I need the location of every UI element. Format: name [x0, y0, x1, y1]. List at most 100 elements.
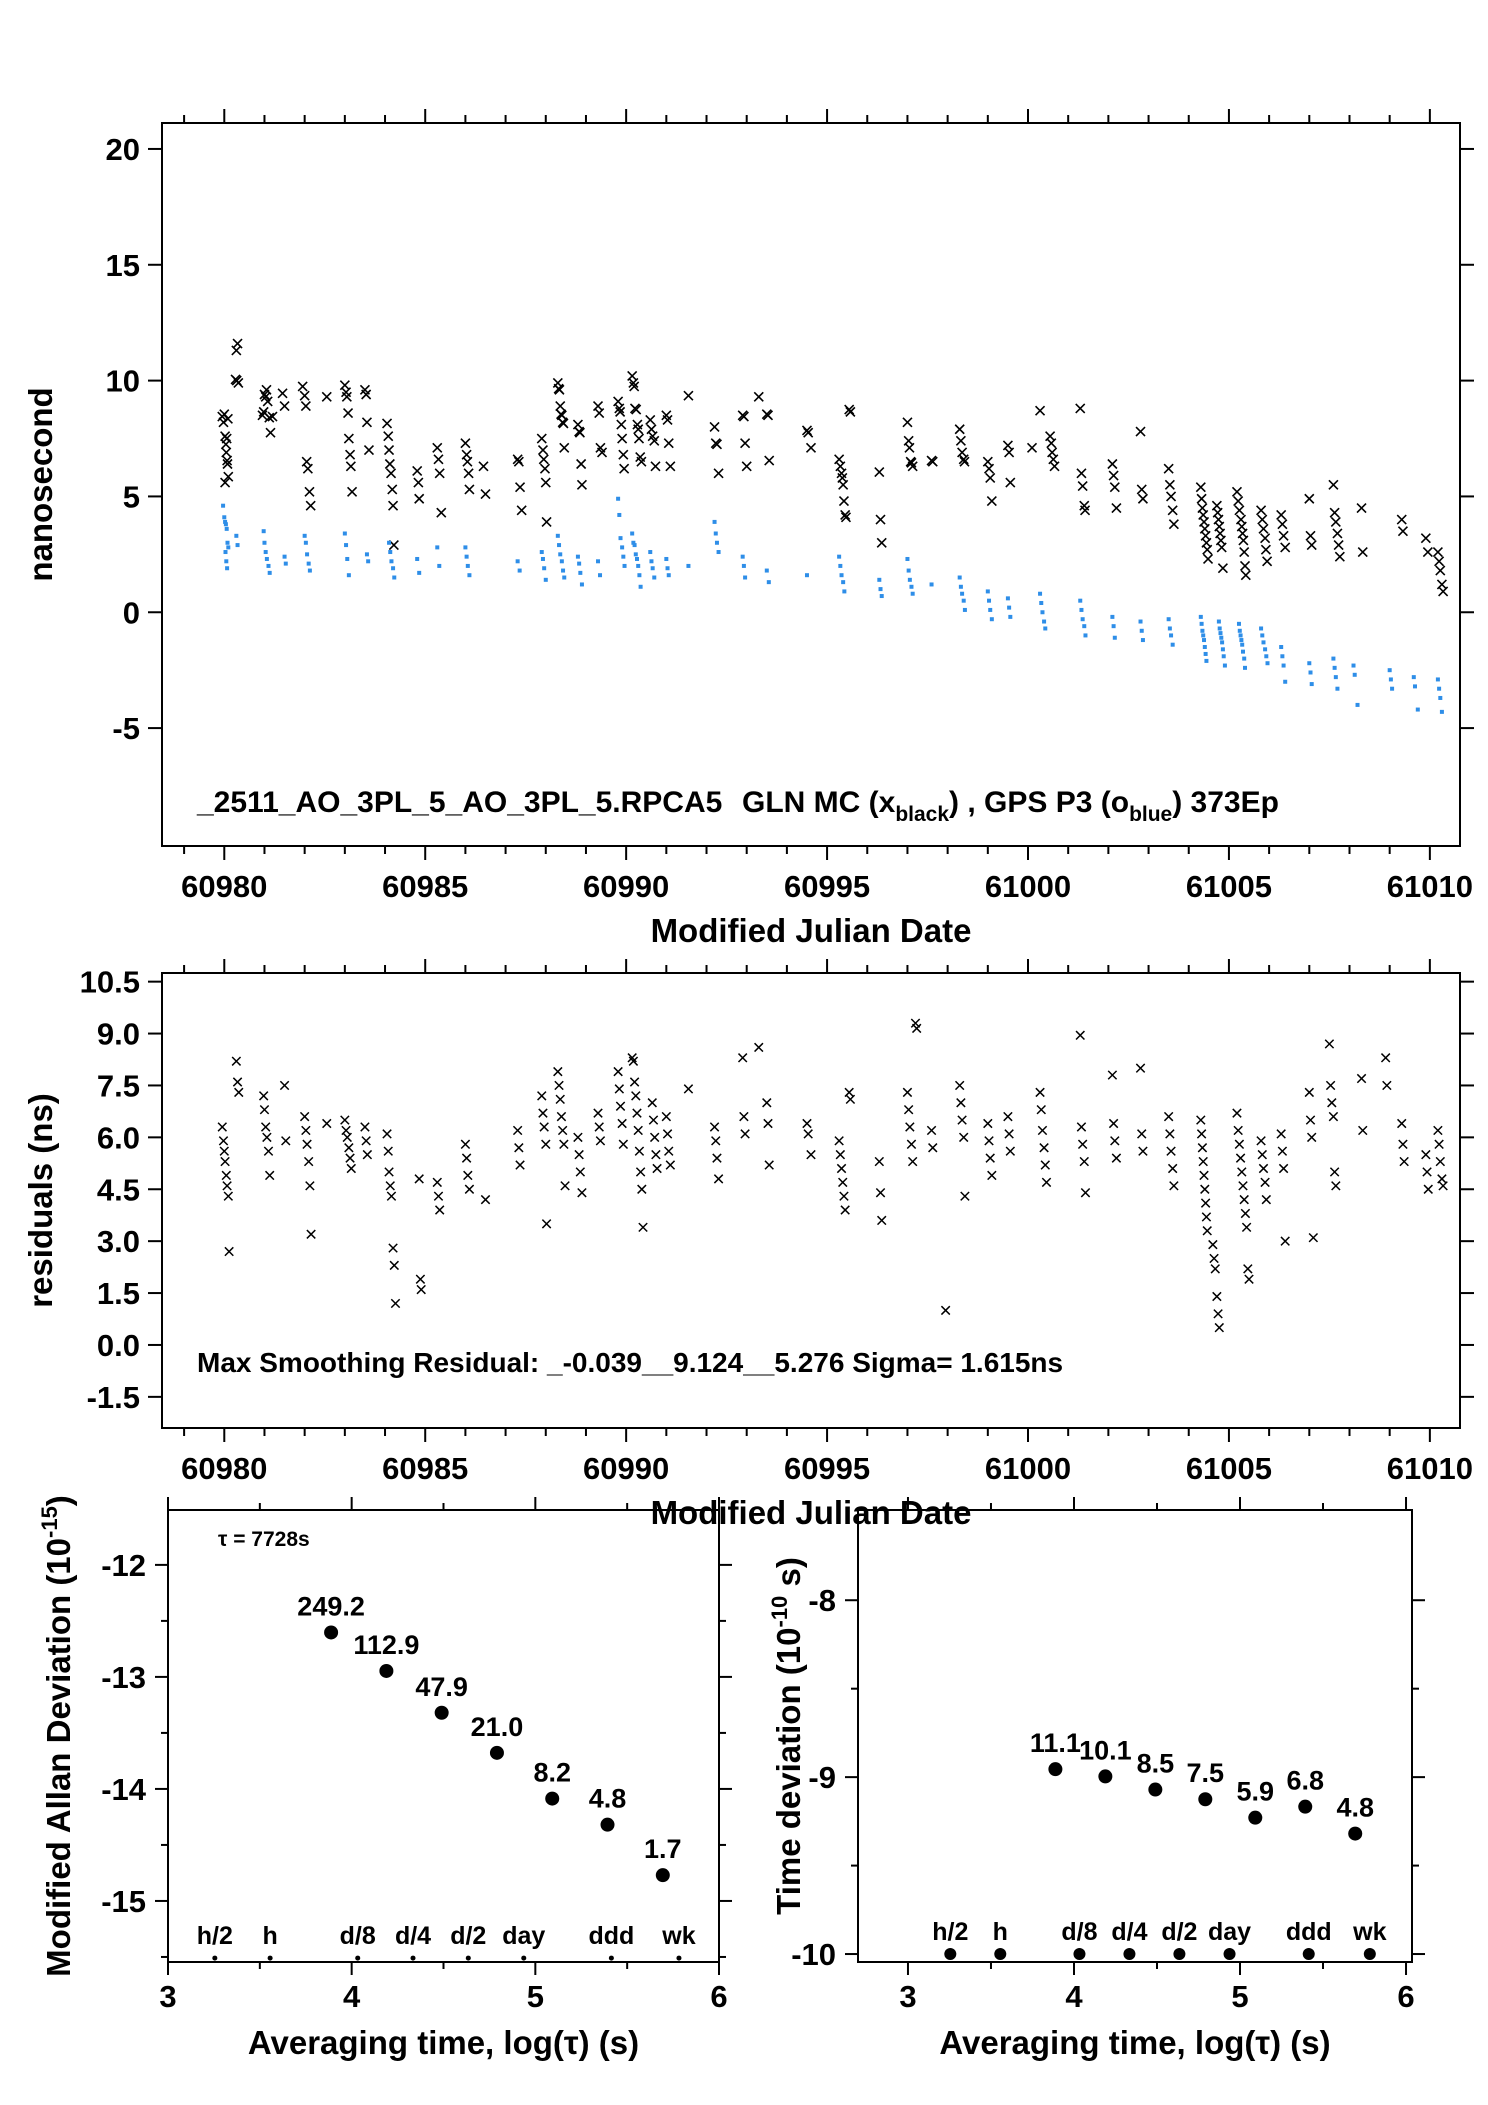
- mdev-y-tick-label: -15: [101, 1884, 146, 1919]
- middle-y-tick-label: 7.5: [97, 1068, 140, 1103]
- top-x-axis-title: Modified Julian Date: [651, 912, 972, 949]
- middle-y-tick-label: 1.5: [97, 1276, 140, 1311]
- middle-x-tick-label: 60995: [784, 1451, 870, 1486]
- time-marker-label: h: [993, 1918, 1008, 1946]
- tdev-x-axis-title: Averaging time, log(τ) (s): [939, 2024, 1330, 2061]
- time-marker-label: wk: [661, 1922, 695, 1950]
- tdev-x-tick-label: 6: [1397, 1979, 1414, 2014]
- top-x-tick-label: 61005: [1186, 869, 1272, 904]
- top-y-tick-label: -5: [112, 711, 140, 746]
- time-marker-dot: [994, 1948, 1007, 1961]
- middle-y-tick-label: -1.5: [87, 1380, 140, 1415]
- top-x-tick-label: 60980: [181, 869, 267, 904]
- time-marker-dot: [410, 1955, 416, 1961]
- mdev-data-point: [434, 1705, 449, 1720]
- top-y-tick-label: 5: [123, 479, 140, 514]
- mdev-plot-frame: [167, 1509, 720, 1963]
- max-smoothing-residual-annotation: Max Smoothing Residual: _-0.039__9.124__…: [197, 1347, 1063, 1378]
- mdev-x-axis-title: Averaging time, log(τ) (s): [248, 2024, 639, 2061]
- mdev-y-tick-label: -14: [101, 1772, 147, 1807]
- top-x-tick-label: 60990: [583, 869, 669, 904]
- mdev-time-markers: h/2 h d/8 d/4 d/2 day ddd wk: [197, 1922, 696, 1961]
- time-marker-dot: [1073, 1948, 1086, 1961]
- time-marker-label: day: [502, 1922, 545, 1950]
- tau-annotation: τ = 7728s: [218, 1528, 310, 1551]
- middle-y-tick-label: 10.5: [80, 965, 140, 1000]
- mdev-data-point: [379, 1663, 394, 1678]
- time-marker-dot: [355, 1955, 361, 1961]
- mdev-data-point-label: 249.2: [297, 1591, 365, 1621]
- tdev-data-point: [1248, 1810, 1263, 1825]
- mdev-y-tick-label: -12: [101, 1548, 146, 1583]
- time-marker-dot: [944, 1948, 957, 1961]
- middle-x-tick-label: 60990: [583, 1451, 669, 1486]
- mdev-data-point: [655, 1868, 670, 1883]
- time-marker-dot: [1363, 1948, 1376, 1961]
- time-marker-dot: [1173, 1948, 1186, 1961]
- middle-y-tick-label: 0.0: [97, 1328, 140, 1363]
- time-marker-dot: [212, 1955, 218, 1961]
- top-x-tick-label: 60985: [382, 869, 468, 904]
- tdev-x-tick-label: 5: [1231, 1979, 1248, 2014]
- mdev-x-tick-label: 6: [710, 1979, 727, 2014]
- middle-x-tick-label: 61005: [1186, 1451, 1272, 1486]
- top-chart: 60980 60985 60990 60995 61000 61005 61010 -5 0 5 1…: [22, 109, 1474, 949]
- middle-series-residuals: [217, 1018, 1448, 1333]
- mdev-data-point: [545, 1791, 560, 1806]
- mdev-data-point-label: 21.0: [471, 1712, 524, 1742]
- time-marker-label: d/2: [1161, 1918, 1197, 1946]
- top-x-tick-label: 60995: [784, 869, 870, 904]
- mdev-y-axis-title: Modified Allan Deviation (10-15): [37, 1495, 77, 1977]
- time-marker-label: d/8: [1061, 1918, 1097, 1946]
- mdev-data-point-label: 47.9: [415, 1672, 468, 1702]
- tdev-plot-frame: [857, 1509, 1413, 1963]
- mdev-data-point: [600, 1817, 615, 1832]
- tdev-chart: 3 4 5 6 -10 -9 -8 Averaging time, log(τ) (s) Tim…: [767, 1497, 1425, 2061]
- time-marker-dot: [1302, 1948, 1315, 1961]
- file-legend-label: _2511_AO_3PL_5_AO_3PL_5.RPCA5: [196, 786, 722, 819]
- tdev-data-point-label: 6.8: [1286, 1766, 1324, 1796]
- time-marker-label: day: [1208, 1918, 1251, 1946]
- middle-x-tick-label: 60985: [382, 1451, 468, 1486]
- time-marker-dot: [521, 1955, 527, 1961]
- middle-chart: 60980 60985 60990 60995 61000 61005 61010 -1.5 0…: [22, 959, 1474, 1531]
- top-y-tick-label: 20: [106, 132, 140, 167]
- tdev-y-axis-title: Time deviation (10-10 s): [767, 1557, 807, 1915]
- middle-x-axis-title: Modified Julian Date: [651, 1494, 972, 1531]
- tdev-y-tick-label: -9: [808, 1760, 836, 1795]
- mdev-data-point: [324, 1625, 339, 1640]
- middle-x-tick-label: 61010: [1387, 1451, 1473, 1486]
- tdev-y-tick-label: -10: [791, 1937, 836, 1972]
- mdev-data-point-label: 4.8: [589, 1784, 627, 1814]
- tdev-data-point-label: 7.5: [1187, 1758, 1225, 1788]
- time-marker-dot: [1123, 1948, 1136, 1961]
- time-marker-label: d/8: [340, 1922, 376, 1950]
- middle-y-tick-label: 9.0: [97, 1017, 140, 1052]
- time-marker-dot: [608, 1955, 614, 1961]
- time-marker-label: ddd: [588, 1922, 634, 1950]
- time-marker-dot: [465, 1955, 471, 1961]
- middle-x-tick-label: 60980: [181, 1451, 267, 1486]
- tdev-data-point: [1148, 1782, 1163, 1797]
- top-x-tick-label: 61010: [1387, 869, 1473, 904]
- top-y-tick-label: 0: [123, 595, 140, 630]
- tdev-data-point: [1348, 1826, 1363, 1841]
- top-series-gps-p3: [221, 496, 1444, 714]
- time-marker-label: h/2: [197, 1922, 233, 1950]
- top-x-tick-label: 61000: [985, 869, 1071, 904]
- middle-y-tick-label: 6.0: [97, 1120, 140, 1155]
- top-series-gln-mc: [217, 338, 1449, 597]
- tdev-data-point-label: 10.1: [1079, 1735, 1132, 1765]
- tdev-data-point-label: 8.5: [1137, 1749, 1175, 1779]
- tdev-data-point: [1298, 1799, 1313, 1814]
- top-y-tick-label: 10: [106, 364, 140, 399]
- mdev-data-point-label: 1.7: [644, 1834, 682, 1864]
- tdev-y-tick-label: -8: [808, 1583, 836, 1618]
- time-marker-label: d/4: [1111, 1918, 1147, 1946]
- mdev-x-tick-label: 3: [159, 1979, 176, 2014]
- tdev-data-point-label: 5.9: [1237, 1777, 1275, 1807]
- middle-plot-frame: [161, 972, 1461, 1429]
- time-marker-label: h: [262, 1922, 277, 1950]
